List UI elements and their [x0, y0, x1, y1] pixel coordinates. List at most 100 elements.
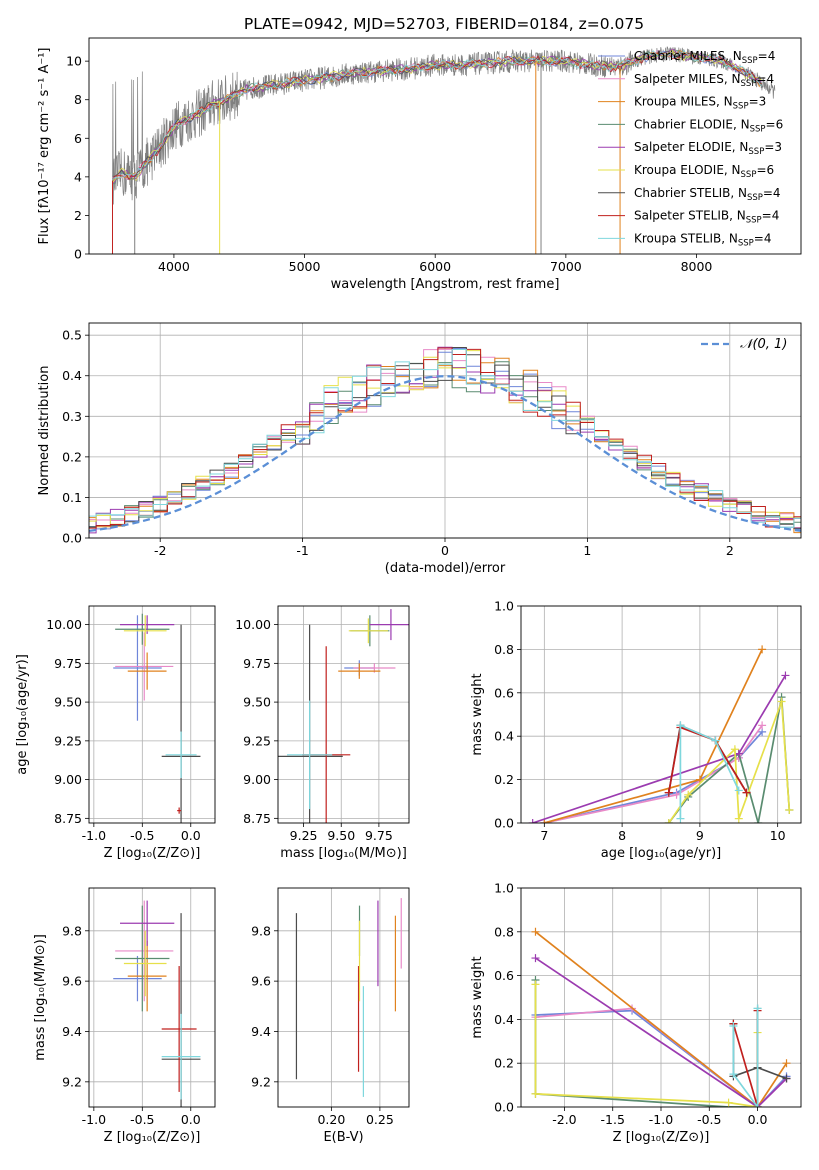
- x-tick-label: 0: [441, 543, 449, 558]
- legend-label: Chabrier STELIB, NSSP=4: [634, 186, 781, 203]
- age-vs-Z-axes: -1.0 -0.5 0.0 8.75 9.00 9.25 9.50 9.75 10.00 Z [l…: [15, 606, 215, 861]
- x-tick-label: 0.0: [181, 1112, 201, 1127]
- y-tick-label: 9.50: [54, 695, 82, 710]
- x-axis-label: E(B-V): [323, 1130, 363, 1145]
- weight-series-line: [544, 731, 763, 823]
- x-axis-label: age [log₁₀(age/yr)]: [601, 846, 722, 861]
- legend-label: Chabrier ELODIE, NSSP=6: [634, 117, 783, 134]
- y-tick-label: 4: [74, 169, 82, 184]
- y-tick-label: 9.8: [251, 923, 271, 938]
- y-tick-label: 8.75: [54, 811, 82, 826]
- weight-series-line: [668, 701, 791, 823]
- weight-point-marker: [664, 788, 673, 797]
- residuals-frame: [88, 322, 802, 539]
- legend-label: Salpeter MILES, NSSP=4: [634, 72, 774, 89]
- weight-point-marker: [782, 1059, 791, 1068]
- weight-point-marker: [730, 745, 739, 754]
- weight-series-line: [534, 931, 788, 1107]
- weight-point-marker: [781, 671, 790, 680]
- weight-series-line: [668, 696, 791, 823]
- mass-vs-EBV-axes: 0.20 0.25 9.2 9.4 9.6 9.8 E(B-V): [251, 888, 409, 1145]
- weight-point-marker: [676, 814, 685, 823]
- x-tick-label: 8000: [681, 259, 713, 274]
- y-tick-label: 0.2: [494, 1056, 514, 1071]
- weight-point-marker: [540, 819, 549, 823]
- mass-vs-EBV-points: [295, 898, 402, 1097]
- legend-label: Salpeter ELODIE, NSSP=3: [634, 140, 782, 157]
- weight-point-marker: [753, 1103, 762, 1107]
- y-tick-label: 9.00: [243, 772, 271, 787]
- weight-series-line: [534, 984, 759, 1107]
- mass-vs-Z-axes: -1.0 -0.5 0.0 9.2 9.4 9.6 9.8 Z [log₁₀(Z/Z⊙)] ma…: [33, 888, 215, 1145]
- residual-histogram-line: [89, 348, 801, 530]
- y-tick-label: 0.0: [494, 816, 514, 831]
- y-axis-label: Flux [fλ10⁻¹⁷ erg cm⁻² s⁻¹ A⁻¹]: [37, 48, 52, 245]
- age-vs-Z-frame: [88, 605, 216, 824]
- spectrum-axes: 4000 5000 6000 7000 8000 0 2 4 6 8 10 wavelength [A…: [37, 48, 712, 293]
- y-tick-label: 1.0: [494, 881, 514, 896]
- x-axis-label: mass [log₁₀(M/M⊙)]: [280, 846, 407, 861]
- x-axis-label: Z [log₁₀(Z/Z⊙)]: [104, 1130, 201, 1145]
- x-tick-label: -2.0: [552, 1112, 576, 1127]
- x-axis-label: Z [log₁₀(Z/Z⊙)]: [104, 846, 201, 861]
- spectrum-lines: [112, 46, 776, 254]
- x-tick-label: 5000: [289, 259, 321, 274]
- y-tick-label: 9.2: [251, 1074, 271, 1089]
- legend-label: 𝒩(0, 1): [740, 337, 787, 352]
- y-tick-label: 10.00: [46, 617, 82, 632]
- weight-series-line: [534, 980, 759, 1107]
- x-tick-label: -0.5: [130, 828, 154, 843]
- x-tick-label: 10: [770, 828, 786, 843]
- weight-point-marker: [785, 805, 794, 814]
- legend-label: Kroupa MILES, NSSP=3: [634, 95, 766, 112]
- weight-vs-Z-frame: [520, 887, 802, 1108]
- x-tick-label: 9: [696, 828, 704, 843]
- age-vs-mass-frame: [277, 605, 410, 824]
- y-tick-label: 0.2: [494, 772, 514, 787]
- x-tick-label: 0.0: [181, 828, 201, 843]
- y-tick-label: 0.6: [494, 968, 514, 983]
- residual-histogram-line: [89, 349, 801, 528]
- weight-point-marker: [711, 736, 720, 745]
- residual-histogram-line: [89, 346, 801, 534]
- y-tick-label: 0.0: [62, 531, 82, 546]
- weight-series-line: [535, 957, 788, 1107]
- weight-point-marker: [753, 1004, 762, 1013]
- x-tick-label: 9.50: [327, 828, 355, 843]
- age-vs-mass-points: [278, 609, 409, 823]
- residual-histograms: [89, 346, 801, 534]
- x-axis-label: Z [log₁₀(Z/Z⊙)]: [613, 1130, 710, 1145]
- y-tick-label: 2: [74, 208, 82, 223]
- mass-vs-Z-points: [113, 900, 201, 1107]
- residual-histogram-line: [89, 350, 801, 525]
- weight-point-marker: [734, 749, 743, 758]
- x-tick-label: 0.25: [366, 1112, 394, 1127]
- y-tick-label: 9.6: [62, 974, 82, 989]
- y-tick-label: 9.25: [243, 733, 271, 748]
- figure-title: PLATE=0942, MJD=52703, FIBERID=0184, z=0…: [244, 15, 644, 33]
- y-tick-label: 0: [74, 247, 82, 262]
- weight-point-marker: [729, 1070, 738, 1079]
- x-tick-label: 0.0: [748, 1112, 768, 1127]
- weight-point-marker: [672, 790, 681, 799]
- weight-series-line: [679, 724, 740, 819]
- weight-vs-age-frame: [520, 605, 802, 824]
- x-tick-label: -1.0: [82, 828, 106, 843]
- y-tick-label: 8: [74, 92, 82, 107]
- x-tick-label: 2: [726, 543, 734, 558]
- y-tick-label: 0.5: [62, 328, 82, 343]
- weight-point-marker: [729, 1021, 738, 1030]
- x-tick-label: 7: [540, 828, 548, 843]
- y-tick-label: 9.4: [62, 1024, 82, 1039]
- weight-vs-Z-lines: [531, 927, 791, 1107]
- weight-point-marker: [531, 1089, 540, 1098]
- y-tick-label: 6: [74, 131, 82, 146]
- weight-point-marker: [531, 980, 540, 989]
- weight-point-marker: [758, 721, 767, 730]
- weight-series-line: [667, 726, 748, 794]
- x-tick-label: 9.75: [365, 828, 393, 843]
- spectrum-frame: [88, 37, 802, 255]
- weight-point-marker: [758, 645, 767, 654]
- residual-histogram-line: [89, 357, 801, 534]
- weight-point-marker: [531, 927, 540, 936]
